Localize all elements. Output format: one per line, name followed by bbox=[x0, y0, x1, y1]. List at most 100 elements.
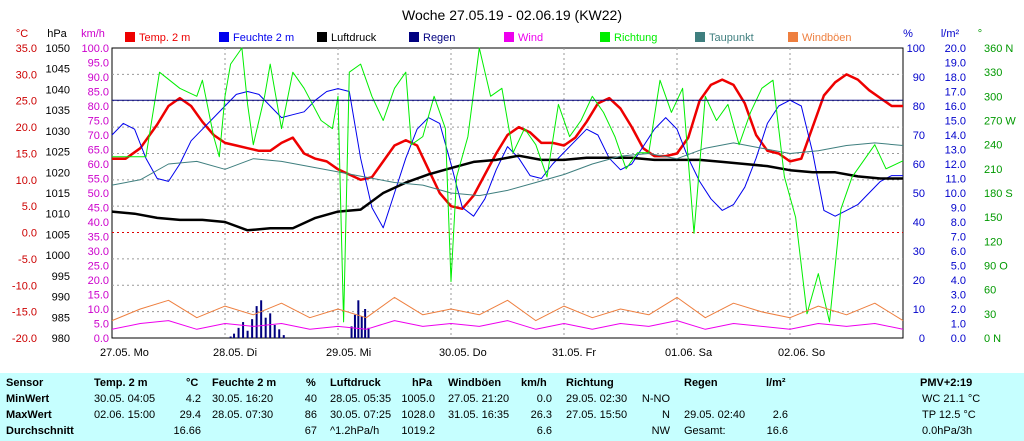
axis-tick-rain: 12.0 bbox=[945, 159, 966, 171]
axis-tick-pressure: 990 bbox=[52, 292, 70, 304]
axis-tick-wind: 65.0 bbox=[88, 145, 109, 157]
axis-tick-pressure: 1025 bbox=[46, 147, 70, 159]
series-line-wind bbox=[111, 320, 904, 330]
legend-swatch bbox=[219, 32, 229, 42]
rain-bar bbox=[367, 327, 370, 338]
min-richtung-value: N-NO bbox=[641, 393, 670, 405]
series-line-feuchte-2-m bbox=[111, 88, 903, 229]
rain-bar bbox=[264, 317, 267, 338]
rain-bar bbox=[269, 313, 272, 338]
axis-tick-pressure: 985 bbox=[52, 312, 70, 324]
axis-tick-temp: 10.0 bbox=[16, 175, 37, 187]
axes-layer: 35.0 30.0 25.0 20.0 15.0 10.0 5.0 0.0 -5.0 -10.0 -… bbox=[12, 28, 1016, 359]
stats-header-luftdruck: Luftdruck bbox=[330, 377, 381, 389]
series-line-windb-en bbox=[111, 296, 904, 322]
plot-area bbox=[111, 47, 904, 339]
avg-luftdruck-value: 1019.2 bbox=[401, 425, 435, 437]
min-temp-value: 4.2 bbox=[185, 393, 201, 405]
axis-tick-temp: -10.0 bbox=[12, 280, 37, 292]
axis-tick-temp: 15.0 bbox=[16, 148, 37, 160]
axis-tick-humidity: 70 bbox=[913, 130, 925, 142]
series-line-temp-2-m bbox=[112, 73, 903, 211]
x-tick-label: 28.05. Di bbox=[213, 347, 257, 359]
axis-tick-humidity: 0 bbox=[919, 333, 925, 345]
axis-tick-rain: 19.0 bbox=[945, 58, 966, 70]
axis-tick-pressure: 1050 bbox=[46, 43, 70, 55]
legend-label: Richtung bbox=[614, 32, 657, 44]
axis-tick-temp: -15.0 bbox=[12, 307, 37, 319]
legend-swatch bbox=[695, 32, 705, 42]
x-tick-label: 29.05. Mi bbox=[326, 347, 371, 359]
x-tick-label: 01.06. Sa bbox=[665, 347, 713, 359]
axis-tick-temp: 0.0 bbox=[22, 228, 37, 240]
axis-tick-wind: 20.0 bbox=[88, 275, 109, 287]
stats-header-regen-unit: l/m² bbox=[766, 377, 786, 389]
axis-tick-direction: 90 O bbox=[984, 261, 1008, 273]
min-richtung-time: 29.05. 02:30 bbox=[566, 393, 628, 405]
min-windboen-value: 0.0 bbox=[536, 393, 552, 405]
stats-header-feuchte: Feuchte 2 m bbox=[212, 377, 277, 389]
axis-tick-wind: 100.0 bbox=[81, 43, 109, 55]
axis-tick-rain: 6.0 bbox=[951, 246, 966, 258]
max-richtung-time: 27.05. 15:50 bbox=[566, 409, 628, 421]
axis-tick-rain: 10.0 bbox=[945, 188, 966, 200]
stats-header-feuchte-unit: % bbox=[306, 377, 316, 389]
axis-tick-pressure: 1005 bbox=[46, 229, 70, 241]
stats-header-regen: Regen bbox=[684, 377, 718, 389]
max-regen-time: 29.05. 02:40 bbox=[684, 409, 746, 421]
axis-tick-humidity: 40 bbox=[913, 217, 925, 229]
axis-tick-rain: 17.0 bbox=[945, 87, 966, 99]
legend-label: Feuchte 2 m bbox=[233, 32, 294, 44]
series-line-taupunkt bbox=[111, 142, 904, 197]
axis-unit-wind: km/h bbox=[81, 28, 105, 40]
min-windboen-time: 27.05. 21:20 bbox=[448, 393, 510, 405]
stats-header-sensor: Sensor bbox=[6, 377, 44, 389]
axis-tick-wind: 90.0 bbox=[88, 72, 109, 84]
axis-tick-rain: 8.0 bbox=[951, 217, 966, 229]
max-regen-value: 2.6 bbox=[772, 409, 788, 421]
legend-swatch bbox=[600, 32, 610, 42]
legend-swatch bbox=[504, 32, 514, 42]
legend: Temp. 2 m Feuchte 2 m Luftdruck Regen Wind Ri… bbox=[125, 32, 852, 44]
axis-unit-rain: l/m² bbox=[941, 28, 960, 40]
axis-tick-humidity: 80 bbox=[913, 101, 925, 113]
rain-bar bbox=[278, 329, 281, 338]
avg-richtung-value: NW bbox=[651, 425, 670, 437]
series-line-richtung bbox=[112, 47, 904, 323]
legend-swatch bbox=[125, 32, 135, 42]
axis-tick-wind: 70.0 bbox=[88, 130, 109, 142]
axis-tick-rain: 4.0 bbox=[951, 275, 966, 287]
axis-tick-humidity: 10 bbox=[913, 304, 925, 316]
axis-tick-rain: 20.0 bbox=[945, 43, 966, 55]
axis-tick-pressure: 980 bbox=[52, 333, 70, 345]
axis-tick-direction: 300 bbox=[984, 91, 1002, 103]
axis-tick-direction: 30 bbox=[984, 309, 996, 321]
max-temp-time: 02.06. 15:00 bbox=[94, 409, 156, 421]
axis-tick-wind: 60.0 bbox=[88, 159, 109, 171]
axis-unit-direction: ° bbox=[978, 28, 982, 40]
axis-tick-pressure: 1020 bbox=[46, 167, 70, 179]
series-line-luftdruck bbox=[111, 154, 903, 232]
rain-bar bbox=[364, 309, 367, 338]
axis-tick-wind: 55.0 bbox=[88, 174, 109, 186]
axis-tick-rain: 11.0 bbox=[945, 174, 966, 186]
stats-header-pmv: PMV+2:19 bbox=[920, 377, 973, 389]
stats-header-richtung: Richtung bbox=[566, 377, 614, 389]
rain-bar bbox=[246, 330, 249, 338]
x-tick-label: 27.05. Mo bbox=[100, 347, 149, 359]
axis-tick-direction: 210 bbox=[984, 164, 1002, 176]
axis-tick-temp: 25.0 bbox=[16, 96, 37, 108]
rain-bar bbox=[260, 300, 263, 338]
axis-tick-wind: 85.0 bbox=[88, 87, 109, 99]
legend-swatch bbox=[409, 32, 419, 42]
axis-tick-pressure: 1045 bbox=[46, 64, 70, 76]
max-luftdruck-value: 1028.0 bbox=[401, 409, 435, 421]
chart-title: Woche 27.05.19 - 02.06.19 (KW22) bbox=[402, 7, 622, 23]
axis-tick-wind: 35.0 bbox=[88, 232, 109, 244]
max-feuchte-value: 86 bbox=[304, 409, 317, 421]
avg-windboen-value: 6.6 bbox=[536, 425, 552, 437]
axis-tick-rain: 14.0 bbox=[945, 130, 966, 142]
max-temp-value: 29.4 bbox=[179, 409, 201, 421]
total-regen-value: 16.6 bbox=[766, 425, 788, 437]
stats-header-windboen: Windböen bbox=[448, 377, 502, 389]
